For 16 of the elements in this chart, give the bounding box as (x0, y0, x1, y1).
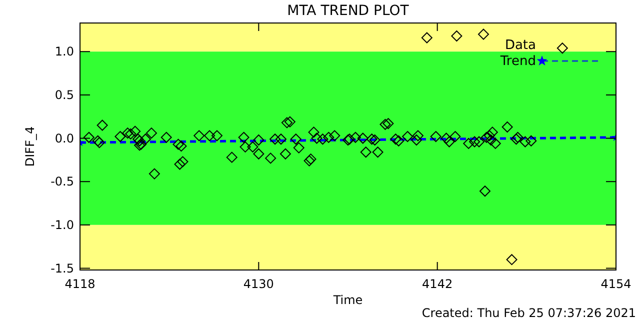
x-tick-label: 4142 (422, 277, 453, 291)
chart-title: MTA TREND PLOT (287, 3, 410, 19)
series-label: Data (504, 38, 536, 53)
legend-label: Trend (499, 54, 536, 69)
y-tick-label: -1.0 (50, 218, 74, 232)
x-tick-label: 4118 (64, 277, 96, 291)
y-axis-title: DIFF_4 (23, 126, 37, 167)
x-axis-title: Time (332, 293, 363, 307)
y-tick-label: -0.5 (50, 174, 74, 189)
x-tick-label: 4154 (600, 277, 632, 291)
x-tick-label: 4130 (243, 277, 274, 291)
y-tick-label: 0.0 (54, 131, 74, 146)
text: Created: Thu Feb 25 07:37:26 2021 (422, 306, 636, 320)
y-tick-label: -1.5 (50, 261, 74, 276)
y-tick-label: 1.0 (54, 44, 74, 59)
y-tick-label: 0.5 (54, 88, 74, 102)
